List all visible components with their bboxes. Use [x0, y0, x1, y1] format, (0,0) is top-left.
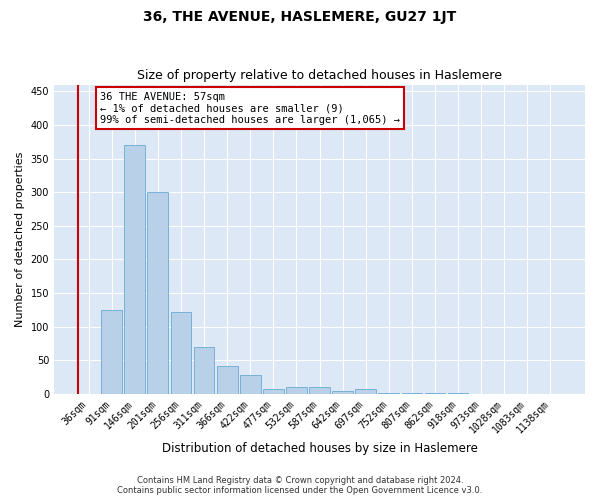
Bar: [286, 388, 307, 394]
Bar: [217, 366, 238, 394]
X-axis label: Distribution of detached houses by size in Haslemere: Distribution of detached houses by size …: [161, 442, 478, 455]
Bar: [401, 392, 422, 394]
Bar: [263, 388, 284, 394]
Bar: [240, 375, 260, 394]
Bar: [379, 392, 399, 394]
Y-axis label: Number of detached properties: Number of detached properties: [15, 152, 25, 327]
Bar: [101, 310, 122, 394]
Bar: [148, 192, 168, 394]
Bar: [170, 312, 191, 394]
Text: Contains HM Land Registry data © Crown copyright and database right 2024.
Contai: Contains HM Land Registry data © Crown c…: [118, 476, 482, 495]
Bar: [309, 388, 330, 394]
Text: 36 THE AVENUE: 57sqm
← 1% of detached houses are smaller (9)
99% of semi-detache: 36 THE AVENUE: 57sqm ← 1% of detached ho…: [100, 92, 400, 124]
Bar: [332, 390, 353, 394]
Bar: [194, 347, 214, 394]
Title: Size of property relative to detached houses in Haslemere: Size of property relative to detached ho…: [137, 69, 502, 82]
Bar: [355, 390, 376, 394]
Text: 36, THE AVENUE, HASLEMERE, GU27 1JT: 36, THE AVENUE, HASLEMERE, GU27 1JT: [143, 10, 457, 24]
Bar: [124, 145, 145, 394]
